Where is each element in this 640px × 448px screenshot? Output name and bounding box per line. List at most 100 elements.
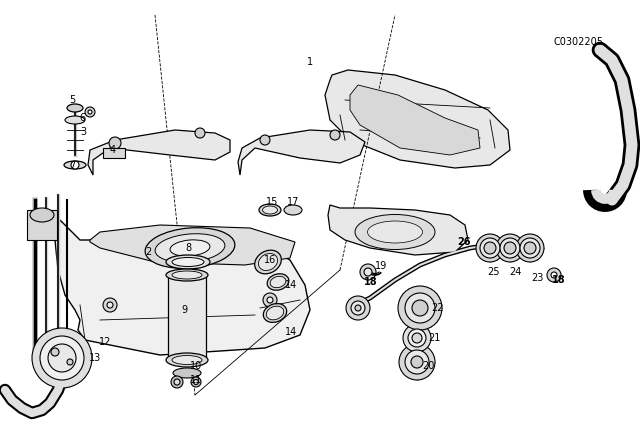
Polygon shape: [325, 70, 510, 168]
Circle shape: [71, 161, 79, 169]
Circle shape: [267, 297, 273, 303]
Ellipse shape: [266, 306, 284, 320]
Circle shape: [484, 242, 496, 254]
Text: 23: 23: [531, 273, 543, 283]
Ellipse shape: [166, 269, 208, 281]
Circle shape: [411, 356, 423, 368]
Text: 9: 9: [181, 305, 187, 315]
Text: 17: 17: [287, 197, 299, 207]
Text: 2: 2: [145, 247, 151, 257]
Circle shape: [330, 130, 340, 140]
Text: 4: 4: [110, 145, 116, 155]
Circle shape: [40, 336, 84, 380]
Circle shape: [399, 344, 435, 380]
Polygon shape: [55, 220, 310, 355]
Circle shape: [412, 300, 428, 316]
Ellipse shape: [172, 356, 202, 365]
Circle shape: [260, 135, 270, 145]
Text: 12: 12: [99, 337, 111, 347]
Circle shape: [516, 234, 544, 262]
Text: 18: 18: [364, 277, 378, 287]
Ellipse shape: [284, 205, 302, 215]
Circle shape: [263, 293, 277, 307]
Ellipse shape: [259, 204, 281, 216]
Ellipse shape: [262, 206, 278, 214]
Ellipse shape: [166, 353, 208, 367]
Ellipse shape: [267, 274, 289, 290]
Circle shape: [107, 302, 113, 308]
Circle shape: [191, 377, 201, 387]
Polygon shape: [328, 205, 468, 255]
Circle shape: [346, 296, 370, 320]
Ellipse shape: [263, 304, 287, 323]
Circle shape: [364, 268, 372, 276]
Circle shape: [547, 268, 561, 282]
Text: 7: 7: [69, 161, 75, 171]
Circle shape: [355, 305, 361, 311]
Text: 3: 3: [80, 127, 86, 137]
Ellipse shape: [166, 255, 210, 269]
Circle shape: [412, 333, 422, 343]
Ellipse shape: [30, 208, 54, 222]
Circle shape: [32, 328, 92, 388]
Circle shape: [109, 137, 121, 149]
Text: 6: 6: [79, 113, 85, 123]
Circle shape: [351, 301, 365, 315]
Polygon shape: [350, 85, 480, 155]
Circle shape: [480, 238, 500, 258]
Ellipse shape: [259, 254, 278, 271]
Ellipse shape: [355, 215, 435, 250]
Circle shape: [88, 110, 92, 114]
Bar: [27, 210, 57, 240]
Bar: [103, 148, 125, 158]
Text: 24: 24: [509, 267, 521, 277]
Polygon shape: [90, 225, 295, 265]
Circle shape: [403, 324, 431, 352]
Circle shape: [174, 379, 180, 385]
Text: 13: 13: [89, 353, 101, 363]
Text: 14: 14: [285, 327, 297, 337]
Circle shape: [51, 348, 59, 356]
Text: 8: 8: [185, 243, 191, 253]
Circle shape: [504, 242, 516, 254]
Ellipse shape: [155, 234, 225, 262]
Text: 26: 26: [457, 237, 471, 247]
Ellipse shape: [367, 221, 422, 243]
Circle shape: [171, 376, 183, 388]
Circle shape: [520, 238, 540, 258]
Circle shape: [193, 379, 198, 384]
Ellipse shape: [255, 250, 282, 274]
Circle shape: [405, 293, 435, 323]
Text: 18: 18: [552, 275, 566, 285]
Text: C0302205: C0302205: [553, 37, 603, 47]
Ellipse shape: [64, 161, 86, 169]
Ellipse shape: [145, 228, 235, 268]
Text: 16: 16: [264, 255, 276, 265]
Circle shape: [398, 286, 442, 330]
Polygon shape: [238, 130, 365, 175]
Circle shape: [500, 238, 520, 258]
Circle shape: [85, 107, 95, 117]
Ellipse shape: [172, 271, 202, 279]
Circle shape: [405, 350, 429, 374]
Circle shape: [408, 329, 426, 347]
Circle shape: [103, 298, 117, 312]
Ellipse shape: [170, 240, 210, 256]
Ellipse shape: [67, 104, 83, 112]
Circle shape: [195, 128, 205, 138]
Text: 25: 25: [488, 267, 500, 277]
Polygon shape: [88, 130, 230, 175]
Text: 14: 14: [285, 280, 297, 290]
Text: 20: 20: [422, 361, 434, 371]
Ellipse shape: [270, 276, 286, 288]
Ellipse shape: [172, 258, 204, 267]
Circle shape: [67, 359, 73, 365]
Text: 22: 22: [432, 303, 444, 313]
Ellipse shape: [173, 368, 201, 378]
Circle shape: [551, 272, 557, 278]
Text: 15: 15: [266, 197, 278, 207]
Circle shape: [48, 344, 76, 372]
Circle shape: [496, 234, 524, 262]
Text: 5: 5: [69, 95, 75, 105]
Text: 21: 21: [428, 333, 440, 343]
